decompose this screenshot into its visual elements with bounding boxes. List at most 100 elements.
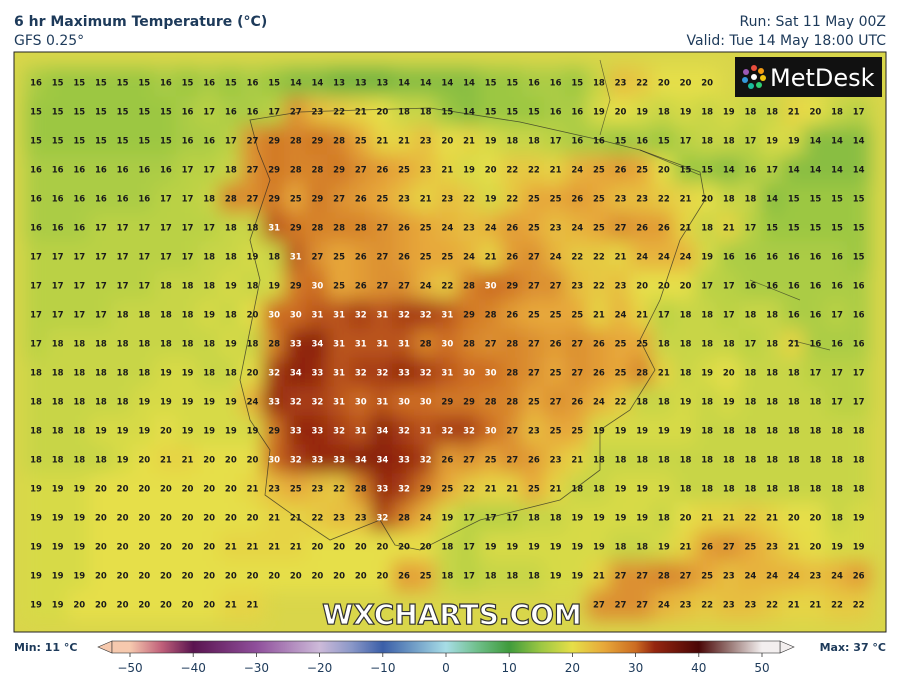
temperature-cell xyxy=(803,154,828,186)
temperature-label: 21 xyxy=(809,601,821,611)
temperature-label: 19 xyxy=(225,398,237,408)
temperature-cell xyxy=(825,473,849,505)
temperature-cell xyxy=(716,444,741,476)
temperature-cell xyxy=(587,444,611,476)
temperature-cell xyxy=(435,154,460,186)
temperature-cell xyxy=(435,67,460,99)
temperature-cell xyxy=(219,502,243,534)
temperature-label: 15 xyxy=(615,137,627,147)
temperature-label: 30 xyxy=(485,427,497,437)
temperature-cell xyxy=(67,270,92,302)
temperature-cell xyxy=(522,154,546,186)
temperature-label: 20 xyxy=(355,572,367,582)
temperature-cell xyxy=(348,270,373,302)
temperature-cell xyxy=(673,328,698,360)
temperature-cell xyxy=(803,444,828,476)
colorbar-arrow-right xyxy=(779,640,795,654)
temperature-cell xyxy=(825,560,849,592)
temperature-label: 16 xyxy=(853,282,865,292)
temperature-cell xyxy=(67,212,92,244)
temperature-label: 20 xyxy=(247,369,259,379)
temperature-label: 19 xyxy=(550,543,562,553)
temperature-label: 32 xyxy=(333,427,345,437)
temperature-label: 14 xyxy=(463,79,475,89)
temperature-label: 20 xyxy=(182,572,194,582)
temperature-cell xyxy=(89,473,113,505)
temperature-cell xyxy=(132,415,157,447)
temperature-cell xyxy=(348,531,373,563)
temperature-cell xyxy=(24,183,48,215)
temperature-label: 20 xyxy=(485,166,497,176)
temperature-cell xyxy=(413,473,438,505)
temperature-label: 16 xyxy=(160,79,172,89)
temperature-label: 20 xyxy=(809,108,821,118)
logo-text: MetDesk xyxy=(770,64,875,92)
temperature-cell xyxy=(760,357,784,389)
temperature-cell xyxy=(846,96,871,128)
temperature-cell xyxy=(457,299,481,331)
temperature-label: 16 xyxy=(73,166,85,176)
temperature-cell xyxy=(565,183,590,215)
temperature-label: 18 xyxy=(52,398,64,408)
temperature-label: 27 xyxy=(506,456,518,466)
temperature-cell xyxy=(543,67,568,99)
temperature-cell xyxy=(262,531,286,563)
temperature-label: 16 xyxy=(52,224,64,234)
temperature-cell xyxy=(673,125,698,157)
temperature-label: 21 xyxy=(290,514,302,524)
temperature-label: 16 xyxy=(831,340,843,350)
temperature-cell xyxy=(587,531,611,563)
temperature-label: 17 xyxy=(680,137,692,147)
temperature-cell xyxy=(846,386,871,418)
temperature-cell xyxy=(825,183,849,215)
temperature-cell xyxy=(240,270,265,302)
temperature-cell xyxy=(240,589,265,621)
temperature-label: 25 xyxy=(636,166,648,176)
temperature-cell xyxy=(370,125,395,157)
temperature-cell xyxy=(24,270,48,302)
temperature-cell xyxy=(89,299,113,331)
temperature-cell xyxy=(110,67,135,99)
temperature-label: 16 xyxy=(593,137,605,147)
temperature-label: 25 xyxy=(355,137,367,147)
temperature-field xyxy=(24,67,871,621)
temperature-cell xyxy=(219,589,243,621)
temperature-label: 22 xyxy=(333,485,345,495)
temperature-label: 14 xyxy=(398,79,410,89)
temperature-cell xyxy=(67,183,92,215)
temperature-label: 25 xyxy=(420,224,432,234)
temperature-label: 26 xyxy=(571,195,583,205)
temperature-cell xyxy=(219,560,243,592)
temperature-label: 20 xyxy=(95,543,107,553)
temperature-cell xyxy=(219,473,243,505)
logo-box xyxy=(735,57,882,97)
temperature-label: 23 xyxy=(615,282,627,292)
temperature-label: 16 xyxy=(182,137,194,147)
temperature-cell xyxy=(457,96,481,128)
temperature-label: 19 xyxy=(441,514,453,524)
temperature-cell xyxy=(175,415,200,447)
temperature-label: 24 xyxy=(485,224,497,234)
temperature-label: 18 xyxy=(30,398,42,408)
temperature-label: 18 xyxy=(745,311,757,321)
temperature-cell xyxy=(716,96,741,128)
temperature-cell xyxy=(716,270,741,302)
temperature-cell xyxy=(240,328,265,360)
temperature-label: 15 xyxy=(766,224,778,234)
temperature-label: 14 xyxy=(809,166,821,176)
temperature-label: 21 xyxy=(788,601,800,611)
temperature-cell xyxy=(846,154,871,186)
temperature-label: 18 xyxy=(809,485,821,495)
temperature-label: 23 xyxy=(355,514,367,524)
temperature-cell xyxy=(67,328,92,360)
temperature-cell xyxy=(478,531,503,563)
temperature-label: 32 xyxy=(290,456,302,466)
temperature-label: 15 xyxy=(853,224,865,234)
temperature-cell xyxy=(760,589,784,621)
temperature-cell xyxy=(825,96,849,128)
temperature-label: 16 xyxy=(30,224,42,234)
temperature-cell xyxy=(543,531,568,563)
temperature-label: 22 xyxy=(528,166,540,176)
temperature-label: 20 xyxy=(333,572,345,582)
temperature-label: 17 xyxy=(203,166,215,176)
